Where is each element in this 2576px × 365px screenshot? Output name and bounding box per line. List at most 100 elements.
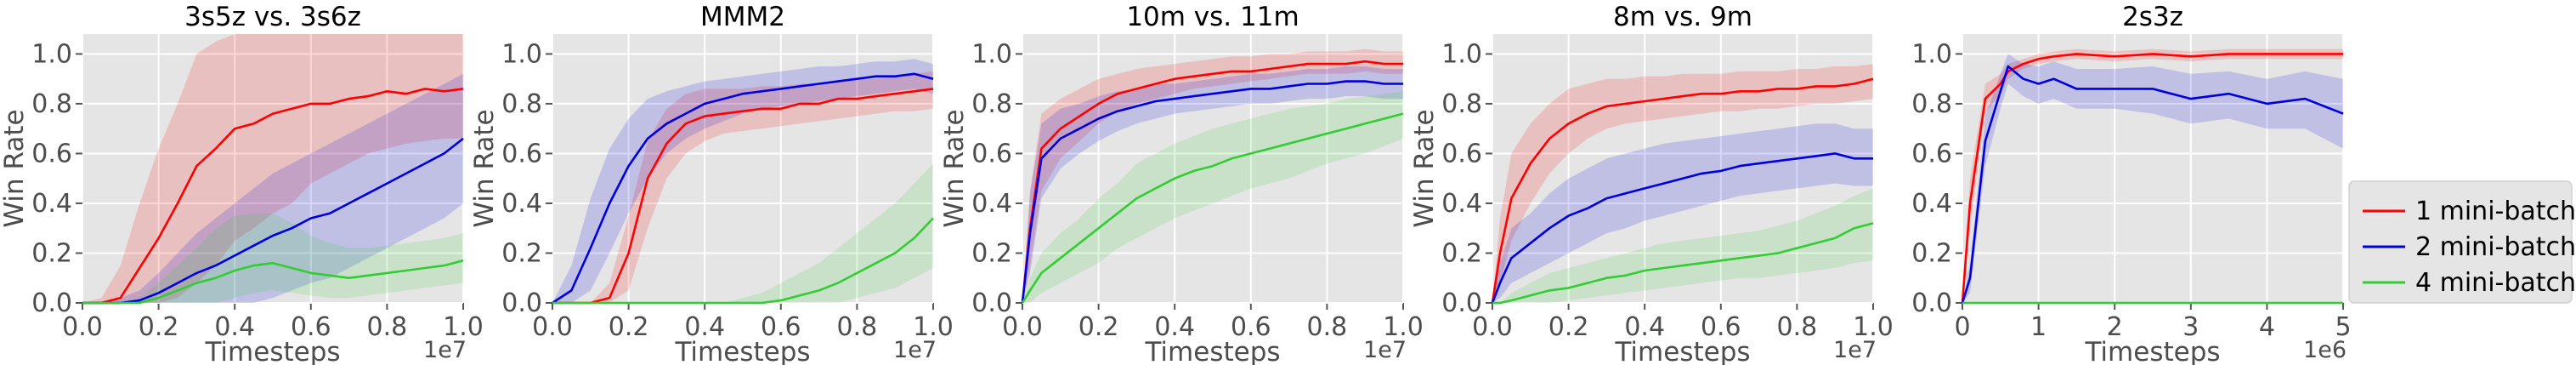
y-tick-label: 0.4 — [501, 189, 542, 219]
x-tick-label: 5 — [2335, 312, 2351, 342]
y-tick-label: 0.8 — [31, 89, 72, 119]
legend: 1 mini-batch 2 mini-batches 4 mini-batches — [2348, 180, 2576, 304]
panel-title: 8m vs. 9m — [1613, 2, 1752, 32]
x-axis-label: Timesteps — [674, 337, 810, 365]
y-axis-label: Win Rate — [939, 109, 970, 227]
series-line-2 — [1491, 152, 1873, 304]
y-tick-label: 0.4 — [31, 189, 72, 219]
y-tick-label: 0.4 — [971, 189, 1012, 219]
series-band-1 — [1962, 48, 2343, 303]
y-tick-label: 0.2 — [1911, 238, 1952, 268]
plot-background — [1492, 34, 1873, 303]
panel-2: 0.0 0.2 0.4 0.6 0.8 1.0 0.0 0.2 0.4 0.6 0.8 1.0 MMM2… — [469, 2, 954, 365]
x-offset-label: 1e7 — [423, 337, 467, 363]
x-offset-label: 1e7 — [1363, 337, 1407, 363]
x-tick-label: 4 — [2259, 312, 2275, 342]
series-line-2 — [1021, 80, 1403, 304]
y-tick-label: 0.8 — [1441, 89, 1482, 119]
y-tick-label: 0.6 — [1911, 139, 1952, 168]
series-band-3 — [1492, 188, 1873, 303]
series-line-1 — [82, 88, 464, 305]
series-band-2 — [552, 59, 933, 304]
x-tick-label: 0 — [1954, 312, 1970, 342]
y-tick-label: 0.0 — [31, 288, 72, 318]
y-axis-label: Win Rate — [1409, 109, 1440, 227]
series-band-2 — [82, 73, 463, 304]
series-line-3 — [1492, 222, 1874, 305]
legend-label: 4 mini-batches — [2415, 268, 2576, 298]
series-band-3 — [552, 163, 933, 303]
x-tick-label: 0.2 — [1079, 312, 1119, 342]
x-axis-label: Timesteps — [1144, 337, 1280, 365]
y-tick-label: 0.8 — [971, 89, 1012, 119]
x-tick-label: 1.0 — [1853, 312, 1894, 342]
x-offset-label: 1e7 — [893, 337, 937, 363]
panel-title: MMM2 — [700, 2, 785, 32]
y-tick-label: 0.4 — [1441, 189, 1482, 219]
x-tick-label: 1.0 — [1383, 312, 1424, 342]
series-line-2 — [82, 137, 464, 305]
x-axis-label: Timesteps — [204, 337, 340, 365]
y-tick-label: 1.0 — [31, 39, 72, 69]
panel-5: 0 1 2 3 4 5 0.0 0.2 0.4 0.6 0.8 1.0 2s3z Timesteps 1e6 — [1911, 2, 2351, 365]
x-tick-label: 0.0 — [1002, 312, 1043, 342]
y-tick-label: 0.8 — [1911, 89, 1952, 119]
y-tick-label: 0.2 — [1441, 238, 1482, 268]
y-tick-label: 0.0 — [1911, 288, 1952, 318]
x-offset-label: 1e6 — [2303, 337, 2347, 363]
x-tick-label: 3 — [2183, 312, 2199, 342]
x-tick-label: 0.6 — [761, 312, 801, 342]
y-tick-label: 0.8 — [501, 89, 542, 119]
series-band-3 — [82, 213, 463, 303]
x-tick-label: 0.4 — [684, 312, 725, 342]
series-band-3 — [1022, 91, 1403, 303]
y-tick-label: 0.6 — [1441, 139, 1482, 168]
x-tick-label: 0.2 — [609, 312, 649, 342]
y-tick-label: 0.6 — [971, 139, 1012, 168]
y-tick-label: 0.0 — [1441, 288, 1482, 318]
x-tick-label: 0.8 — [837, 312, 878, 342]
series-line-1 — [552, 88, 934, 305]
y-axis-label: Win Rate — [0, 109, 30, 227]
y-axis-label: Win Rate — [469, 109, 500, 227]
series-line-3 — [82, 259, 464, 305]
series-line-2 — [552, 72, 934, 305]
y-tick-label: 1.0 — [971, 39, 1012, 69]
series-band-1 — [82, 34, 463, 303]
x-tick-label: 1.0 — [443, 312, 484, 342]
series-line-1 — [1961, 53, 2343, 304]
y-tick-label: 0.6 — [31, 139, 72, 168]
x-tick-label: 0.2 — [1548, 312, 1589, 342]
y-tick-label: 0.6 — [501, 139, 542, 168]
panel-1: 0.0 0.2 0.4 0.6 0.8 1.0 0.0 0.2 0.4 0.6 0.8 1.0 3s5z… — [0, 2, 484, 365]
series-band-2 — [1962, 54, 2343, 304]
x-tick-label: 0.8 — [1307, 312, 1348, 342]
series-line-3 — [552, 217, 934, 305]
x-offset-label: 1e7 — [1833, 337, 1877, 363]
series-line-1 — [1021, 60, 1403, 304]
series-line-2 — [1961, 65, 2344, 304]
series-band-1 — [1492, 64, 1873, 303]
x-tick-label: 0.4 — [1624, 312, 1665, 342]
y-tick-label: 0.4 — [1911, 189, 1952, 219]
series-band-2 — [1022, 66, 1403, 303]
plot-background — [552, 34, 933, 303]
x-tick-label: 0.8 — [367, 312, 408, 342]
panel-title: 2s3z — [2122, 2, 2183, 32]
y-tick-label: 0.2 — [31, 238, 72, 268]
x-tick-label: 0.6 — [1231, 312, 1271, 342]
y-tick-label: 1.0 — [1911, 39, 1952, 69]
x-tick-label: 1 — [2030, 312, 2047, 342]
x-tick-label: 0.4 — [214, 312, 255, 342]
x-axis-label: Timesteps — [2084, 337, 2220, 365]
plot-background — [1022, 34, 1403, 303]
x-tick-label: 0.6 — [291, 312, 331, 342]
x-tick-label: 0.0 — [532, 312, 573, 342]
x-axis-label: Timesteps — [1614, 337, 1750, 365]
y-tick-label: 0.2 — [501, 238, 542, 268]
x-tick-label: 1.0 — [913, 312, 954, 342]
x-tick-label: 0.4 — [1154, 312, 1195, 342]
y-tick-label: 1.0 — [1441, 39, 1482, 69]
legend-label: 2 mini-batches — [2415, 232, 2576, 262]
